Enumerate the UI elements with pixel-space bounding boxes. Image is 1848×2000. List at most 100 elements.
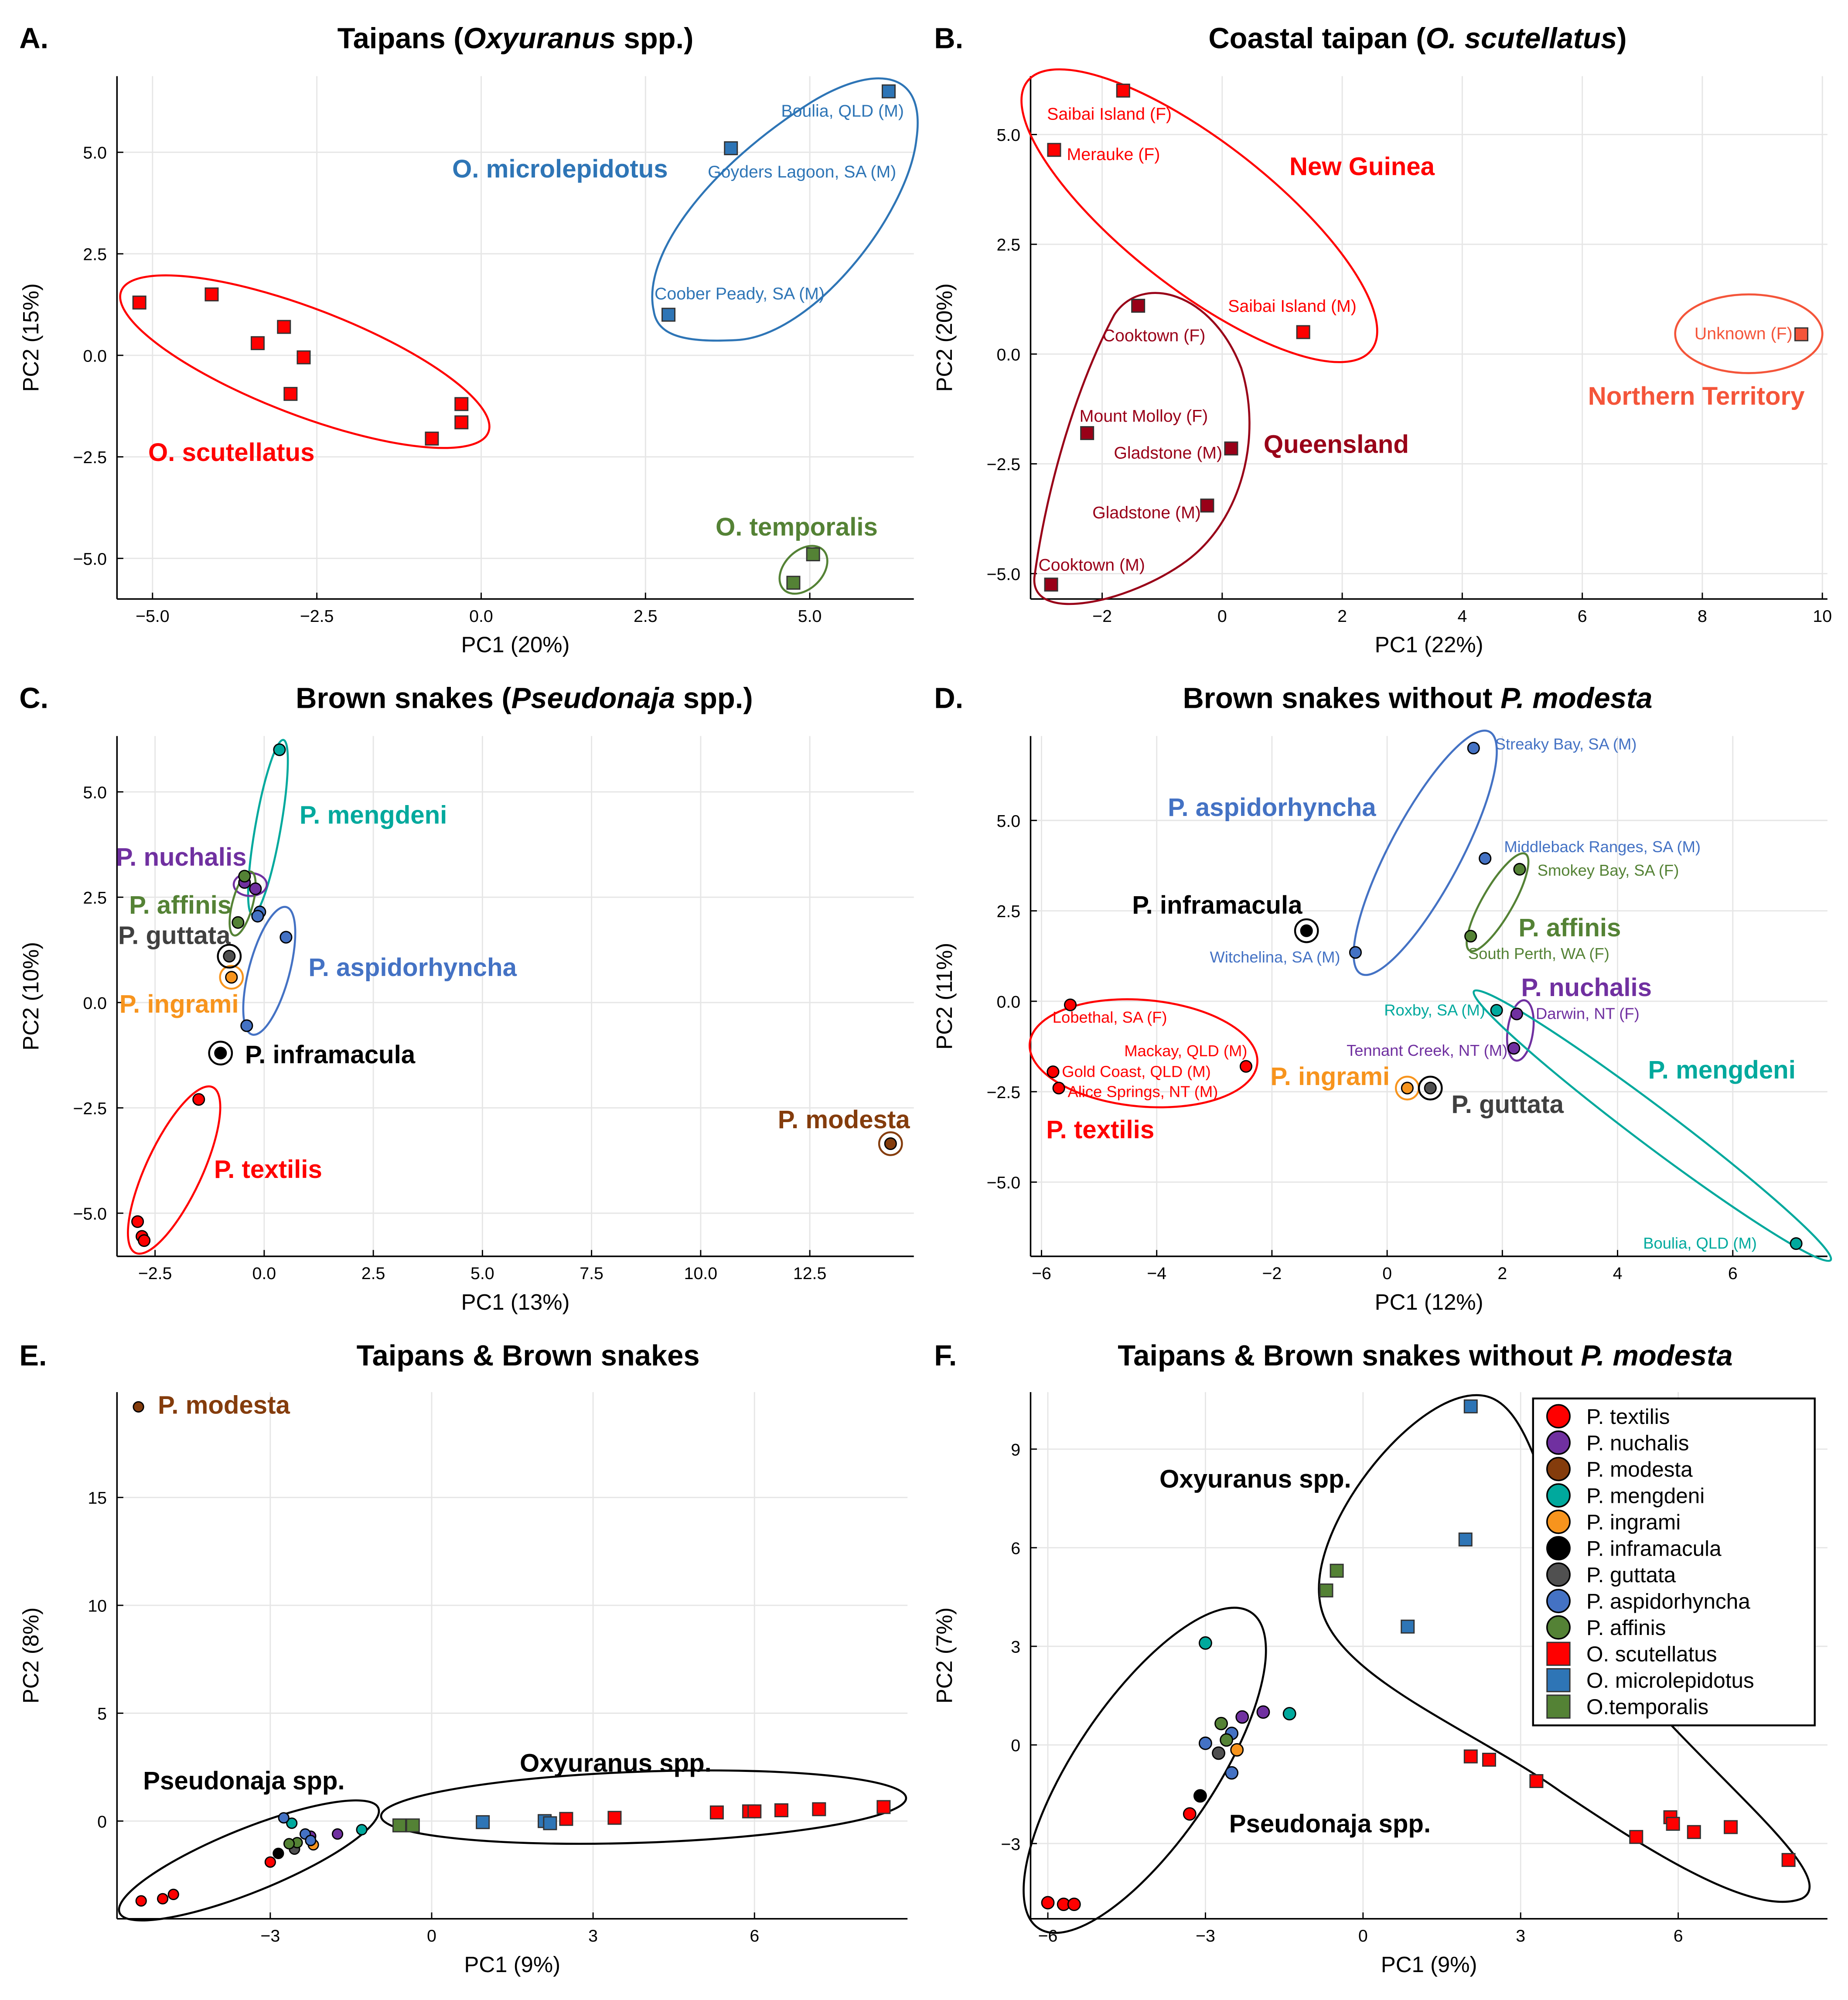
group-label: Pseudonaja spp.: [1229, 1810, 1431, 1838]
p-textilis-point: [157, 1893, 169, 1904]
group-label: O. microlepidotus: [452, 155, 668, 183]
group-label: P. mengdeni: [300, 801, 447, 829]
y-tick-label: 0.0: [997, 992, 1021, 1011]
group-label: P. aspidorhyncha: [308, 953, 517, 982]
p-ingrami-point: [1230, 1743, 1244, 1757]
p-affinis-point: [1513, 863, 1526, 876]
o-scutellatus-point: [607, 1811, 622, 1825]
point-label: Saibai Island (F): [1047, 105, 1172, 124]
enclosure-o-scutellatus: [119, 274, 491, 449]
p-textilis-point: [135, 1895, 147, 1907]
p-nuchalis-point: [331, 1828, 344, 1840]
group-label: P. nuchalis: [116, 843, 247, 871]
point-label: Merauke (F): [1067, 145, 1160, 164]
p-aspidorhyncha-point: [1349, 946, 1362, 959]
y-tick-label: 10: [88, 1597, 107, 1616]
x-tick-label: 8: [1698, 607, 1707, 626]
legend-label: P. inframacula: [1586, 1537, 1722, 1561]
point-label: Tennant Creek, NT (M): [1347, 1041, 1507, 1059]
p-textilis-point: [1041, 1896, 1055, 1910]
p-nuchalis-point: [1256, 1705, 1270, 1719]
x-axis-label: PC1 (12%): [1375, 1290, 1483, 1314]
x-tick-label: 6: [750, 1926, 759, 1945]
title-part: P. modesta: [1500, 682, 1652, 715]
title-part: Taipans & Brown snakes without: [1118, 1339, 1581, 1372]
x-tick-label: 5.0: [798, 607, 822, 626]
point-label: Streaky Bay, SA (M): [1495, 735, 1637, 753]
o-scutellatus-point: [454, 415, 469, 430]
group-label: New Guinea: [1289, 152, 1435, 181]
p-mengdeni-point: [273, 743, 286, 756]
enclosure-p-textilis: [127, 1085, 222, 1255]
enclosure-o-temporalis: [778, 545, 829, 595]
x-tick-label: 2: [1337, 607, 1347, 626]
point-label: Boulia, QLD (M): [1643, 1234, 1757, 1252]
x-axis-label: PC1 (9%): [464, 1952, 560, 1977]
legend-label: O. microlepidotus: [1586, 1669, 1754, 1693]
o-microlepidotus-point: [543, 1816, 557, 1830]
group-label: Oxyuranus spp.: [520, 1749, 712, 1778]
point-label: Mount Molloy (F): [1080, 406, 1208, 426]
x-axis-label: PC1 (13%): [461, 1290, 570, 1314]
y-tick-label: 0.0: [83, 346, 107, 365]
y-tick-label: 2.5: [83, 245, 107, 264]
x-tick-label: 6: [1578, 607, 1587, 626]
y-axis-label: PC2 (7%): [932, 1608, 957, 1704]
p-aspidorhyncha-point: [240, 1019, 253, 1032]
y-axis-label: PC2 (11%): [932, 943, 957, 1050]
x-tick-label: −6: [1032, 1264, 1051, 1283]
p-mengdeni-point: [1790, 1237, 1803, 1250]
o-scutellatus-point: [277, 320, 291, 334]
o-scutellatus-point: [205, 287, 219, 302]
o-scutellatus-point: [1629, 1830, 1643, 1844]
o-scutellatus-point: [454, 397, 469, 411]
x-tick-label: −4: [1147, 1264, 1166, 1283]
x-tick-label: 6: [1728, 1264, 1738, 1283]
p-inframacula-ring: [208, 1041, 233, 1066]
p-aspidorhyncha-point: [251, 910, 264, 923]
o-temporalis-point: [1319, 1583, 1333, 1597]
p-affinis-point: [1220, 1733, 1234, 1747]
point-label: Saibai Island (M): [1228, 297, 1357, 316]
legend-marker: [1546, 1589, 1571, 1614]
y-tick-label: 3: [1011, 1638, 1020, 1657]
group-label: P. textilis: [214, 1155, 322, 1184]
p-textilis-point: [1239, 1060, 1252, 1073]
o-microlepidotus-point: [476, 1815, 490, 1829]
enclosure-queensland: [1033, 292, 1251, 605]
enclosure-p-textilis: [1028, 998, 1258, 1109]
o-scutellatus-point: [283, 387, 298, 401]
p-guttata-point: [1424, 1082, 1437, 1095]
legend-marker: [1546, 1615, 1571, 1640]
group-label: P. aspidorhyncha: [1168, 793, 1376, 822]
o-microlepidotus-point: [724, 141, 738, 155]
y-tick-label: 2.5: [997, 235, 1021, 255]
o-scutellatus-point: [1781, 1853, 1796, 1867]
panel-letter: C.: [19, 682, 48, 715]
y-tick-label: 5.0: [997, 126, 1021, 145]
y-tick-label: 15: [88, 1488, 107, 1508]
x-tick-label: −3: [260, 1926, 280, 1945]
p-nuchalis-point: [1235, 1710, 1249, 1724]
y-axis-label: PC2 (20%): [932, 283, 957, 392]
enclosure-pseudonaja: [1023, 1607, 1267, 1934]
p-guttata-ring: [217, 944, 242, 969]
y-tick-label: −5.0: [73, 549, 107, 569]
legend-marker: [1546, 1642, 1571, 1666]
enclosure-pseudonaja: [118, 1799, 380, 1922]
y-tick-label: −2.5: [987, 455, 1021, 474]
legend-label: P. guttata: [1586, 1563, 1676, 1587]
enclosure-p-nuchalis: [1506, 999, 1535, 1062]
p-inframacula-point: [1193, 1789, 1207, 1803]
point-label: Roxby, SA (M): [1384, 1001, 1485, 1019]
x-tick-label: 10.0: [684, 1264, 717, 1283]
group-label: Oxyuranus spp.: [1159, 1465, 1351, 1493]
x-tick-label: 10: [1813, 607, 1832, 626]
legend-label: P. aspidorhyncha: [1586, 1590, 1750, 1614]
legend-label: P. modesta: [1586, 1457, 1693, 1481]
y-tick-label: −2.5: [73, 448, 107, 467]
group-label: Queensland: [1264, 430, 1409, 459]
x-tick-label: −2.5: [300, 607, 334, 626]
group-label: O. temporalis: [716, 513, 878, 541]
